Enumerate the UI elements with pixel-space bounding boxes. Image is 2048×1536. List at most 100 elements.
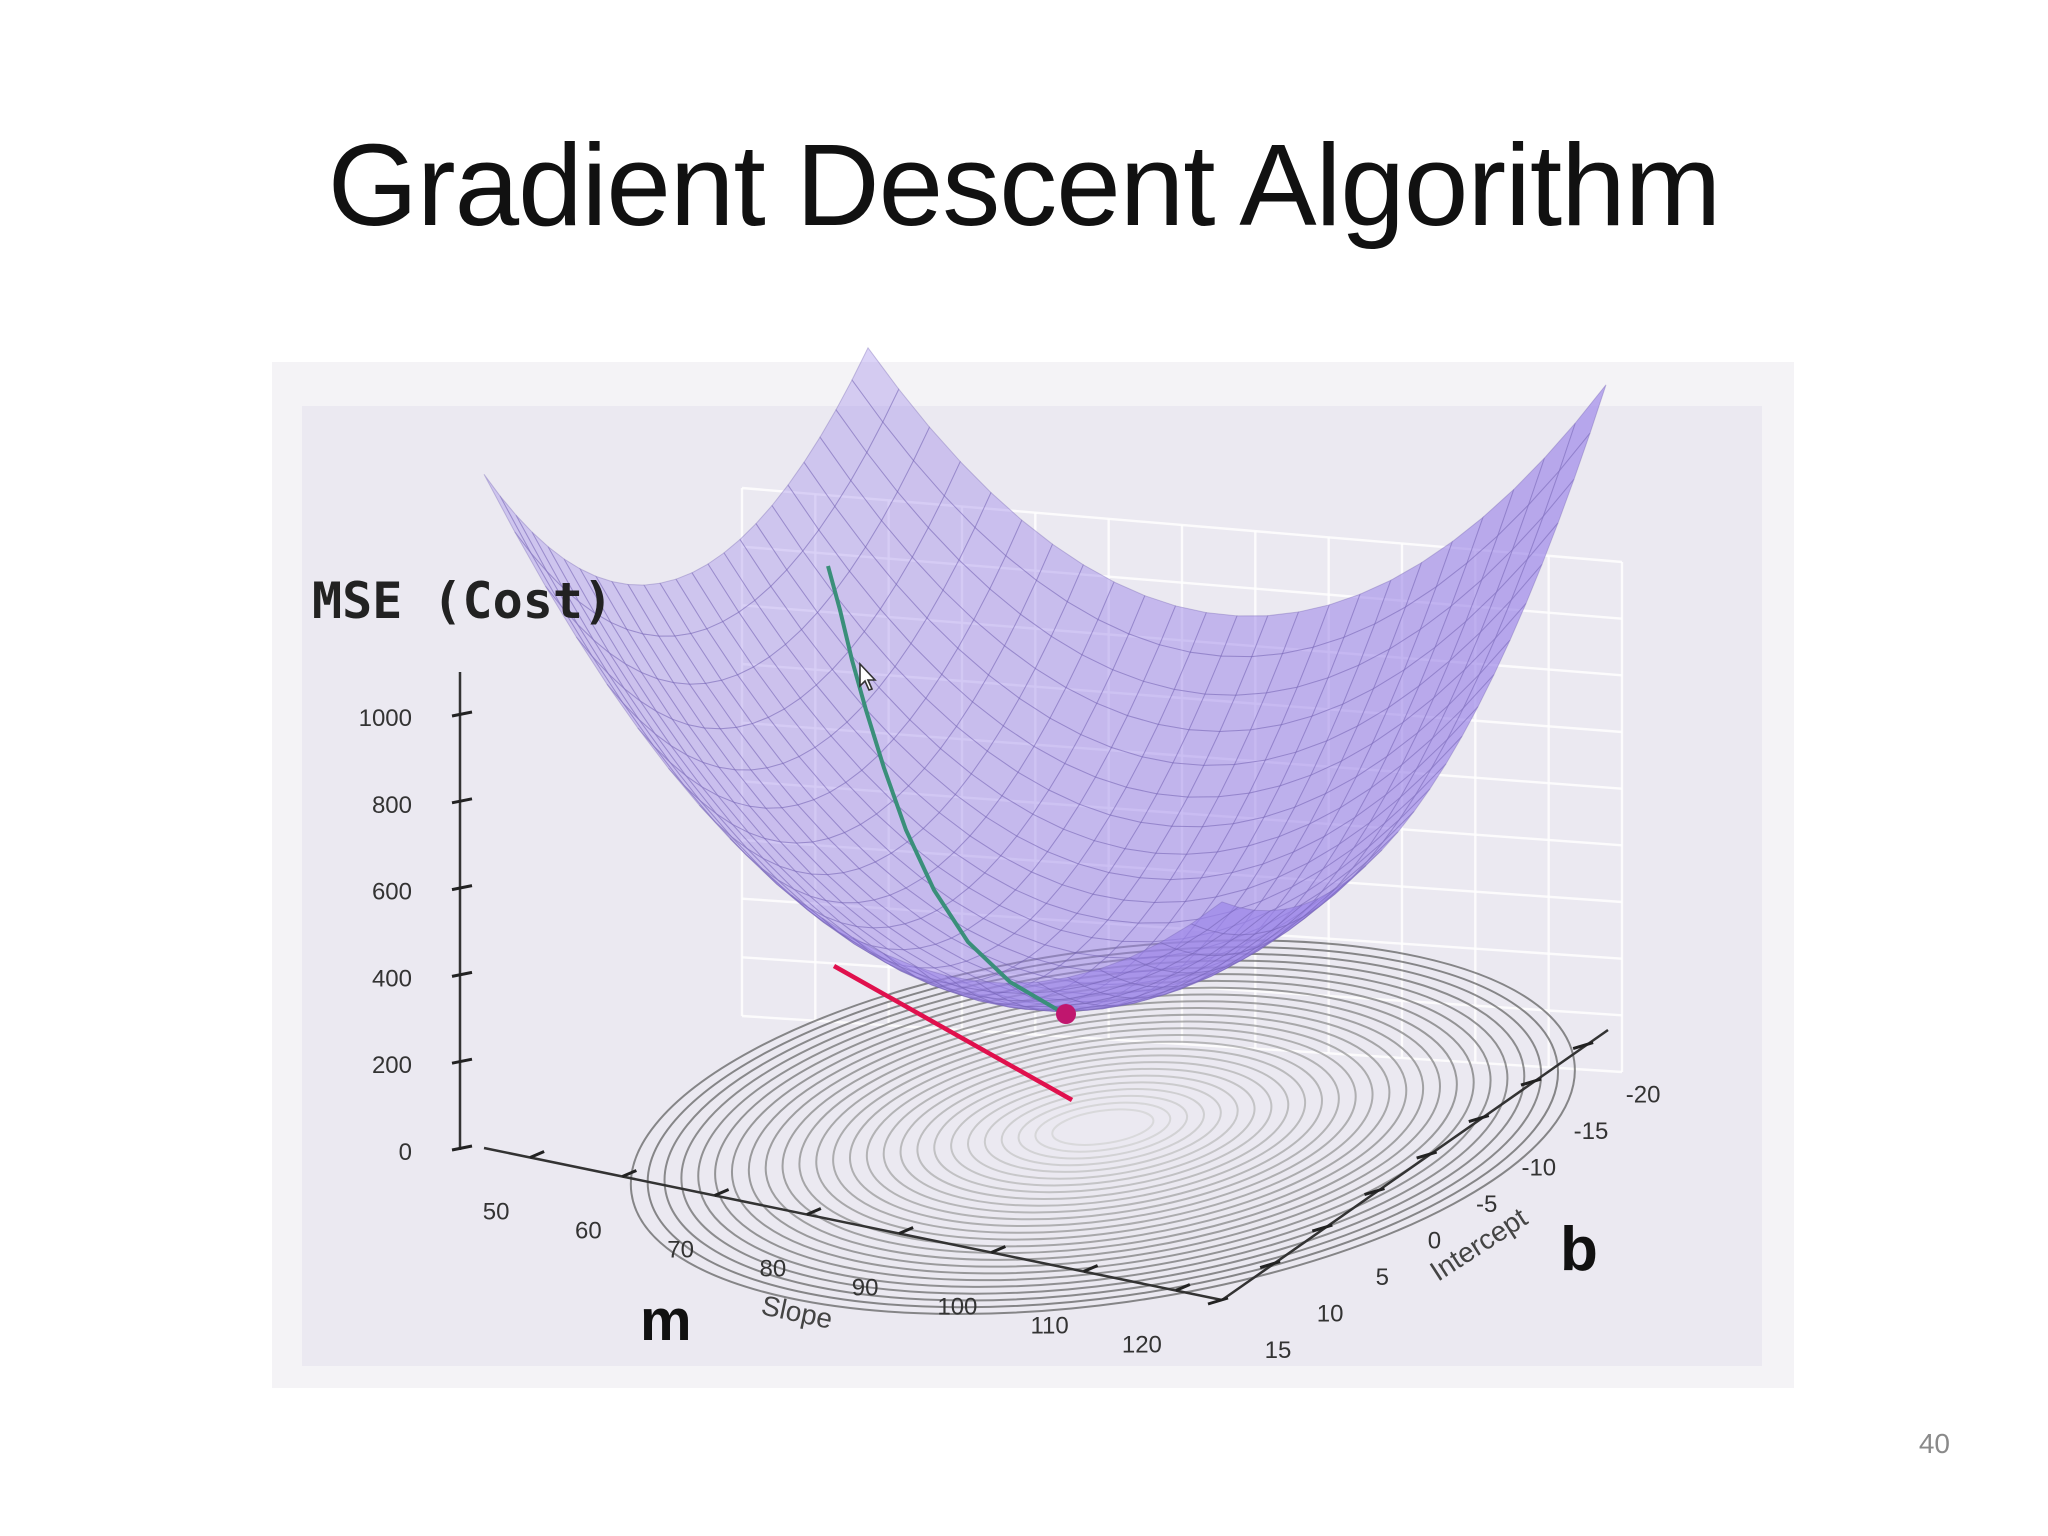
contour-line xyxy=(983,1081,1222,1173)
surface-cell xyxy=(1302,878,1351,918)
surface-cell xyxy=(641,633,691,685)
surface-cell xyxy=(989,554,1038,616)
surface-cell xyxy=(816,592,865,653)
surface-cell xyxy=(1254,904,1303,935)
surface-cell xyxy=(912,426,961,497)
surface-cell xyxy=(907,767,957,814)
surface-cell xyxy=(719,726,768,771)
surface-cell xyxy=(878,665,927,721)
surface-cell xyxy=(943,460,992,529)
surface-cell xyxy=(911,526,960,592)
x-tick-mark xyxy=(806,1207,822,1216)
surface-cell xyxy=(640,671,690,726)
contour-line xyxy=(1017,1094,1189,1160)
surface-cell xyxy=(514,531,562,607)
contour-line xyxy=(798,1006,1408,1248)
surface-cell xyxy=(732,823,780,867)
x-tick-mark xyxy=(1175,1283,1191,1292)
surface-cell xyxy=(499,495,548,572)
surface-cell xyxy=(515,514,564,589)
surface-cell xyxy=(840,902,891,929)
tangent-line xyxy=(832,964,1074,1102)
z-tick-label: 1000 xyxy=(359,705,412,732)
surface-cell xyxy=(1237,908,1288,936)
surface-cell xyxy=(858,861,907,896)
surface-cell xyxy=(746,848,795,890)
surface-cell xyxy=(767,708,816,758)
surface-cell xyxy=(768,643,817,699)
surface-cell xyxy=(1065,654,1114,704)
surface-cell xyxy=(1097,581,1146,635)
surface-cell xyxy=(688,682,738,730)
surface-cell xyxy=(691,563,740,623)
surface-cell xyxy=(1049,686,1098,736)
surface-cell xyxy=(1112,633,1161,682)
surface-cell xyxy=(985,795,1034,837)
surface-cell xyxy=(798,746,847,793)
surface-cell xyxy=(1003,613,1052,670)
surface-cell xyxy=(927,494,976,561)
contour-line xyxy=(1051,1108,1155,1146)
surface-cell xyxy=(722,611,771,668)
contour-line xyxy=(1034,1101,1172,1153)
surface-cell xyxy=(1032,789,1081,830)
surface-cell xyxy=(941,647,990,703)
surface-cell xyxy=(701,761,752,808)
z-tick-mark xyxy=(451,884,473,892)
surface-cell xyxy=(685,775,733,825)
surface-cell xyxy=(969,816,1018,857)
surface-cell xyxy=(748,805,798,844)
surface-cell xyxy=(761,868,810,909)
z-tick-label: 800 xyxy=(372,792,412,819)
surface-cell xyxy=(879,583,928,645)
surface-cell xyxy=(729,838,778,885)
surface-cell xyxy=(967,872,1017,907)
y-axis-line xyxy=(1221,1028,1609,1302)
surface-cell xyxy=(777,879,826,917)
surface-cell xyxy=(655,710,705,764)
surface-cell xyxy=(776,883,824,923)
z-tick-label: 200 xyxy=(372,1052,412,1079)
x-tick-mark xyxy=(714,1188,730,1197)
contour-line xyxy=(933,1061,1273,1194)
y-tick-label: -20 xyxy=(1626,1082,1661,1109)
surface-cell xyxy=(973,588,1022,647)
cost-surface xyxy=(483,346,1607,1013)
surface-cell xyxy=(1128,595,1177,646)
surface-cell xyxy=(987,645,1036,700)
surface-cell xyxy=(921,865,970,901)
surface-cell xyxy=(958,526,1007,590)
surface-cell xyxy=(796,799,846,840)
surface-cell xyxy=(687,724,737,771)
surface-cell xyxy=(1002,697,1051,748)
surface-cell xyxy=(701,786,749,834)
surface-cell xyxy=(874,852,923,889)
surface-cell xyxy=(623,688,672,747)
surface-cell xyxy=(909,697,958,750)
surface-cell xyxy=(625,628,675,684)
surface-cell xyxy=(891,785,941,830)
surface-cell xyxy=(670,718,721,769)
surface-cell xyxy=(754,585,803,646)
contour-line xyxy=(899,1047,1307,1207)
z-tick-label: 0 xyxy=(399,1139,412,1166)
surface-cell xyxy=(877,738,926,787)
z-tick-mark xyxy=(451,710,473,718)
surface-cell xyxy=(922,811,971,854)
surface-cell xyxy=(732,801,782,843)
surface-cell xyxy=(531,531,580,602)
surface-cell xyxy=(832,570,881,633)
y-tick-mark xyxy=(1468,1114,1490,1124)
surface-cell xyxy=(893,719,942,770)
surface-cell xyxy=(656,678,706,729)
grid-line xyxy=(741,1014,1623,1074)
surface-cell xyxy=(707,552,756,613)
surface-cell xyxy=(894,642,943,700)
x-tick-label: 70 xyxy=(667,1237,694,1264)
surface-cell xyxy=(593,611,643,674)
y-tick-label: -5 xyxy=(1476,1191,1497,1218)
surface-cell xyxy=(745,854,794,898)
surface-cell xyxy=(1206,906,1256,935)
surface-cell xyxy=(875,800,925,843)
